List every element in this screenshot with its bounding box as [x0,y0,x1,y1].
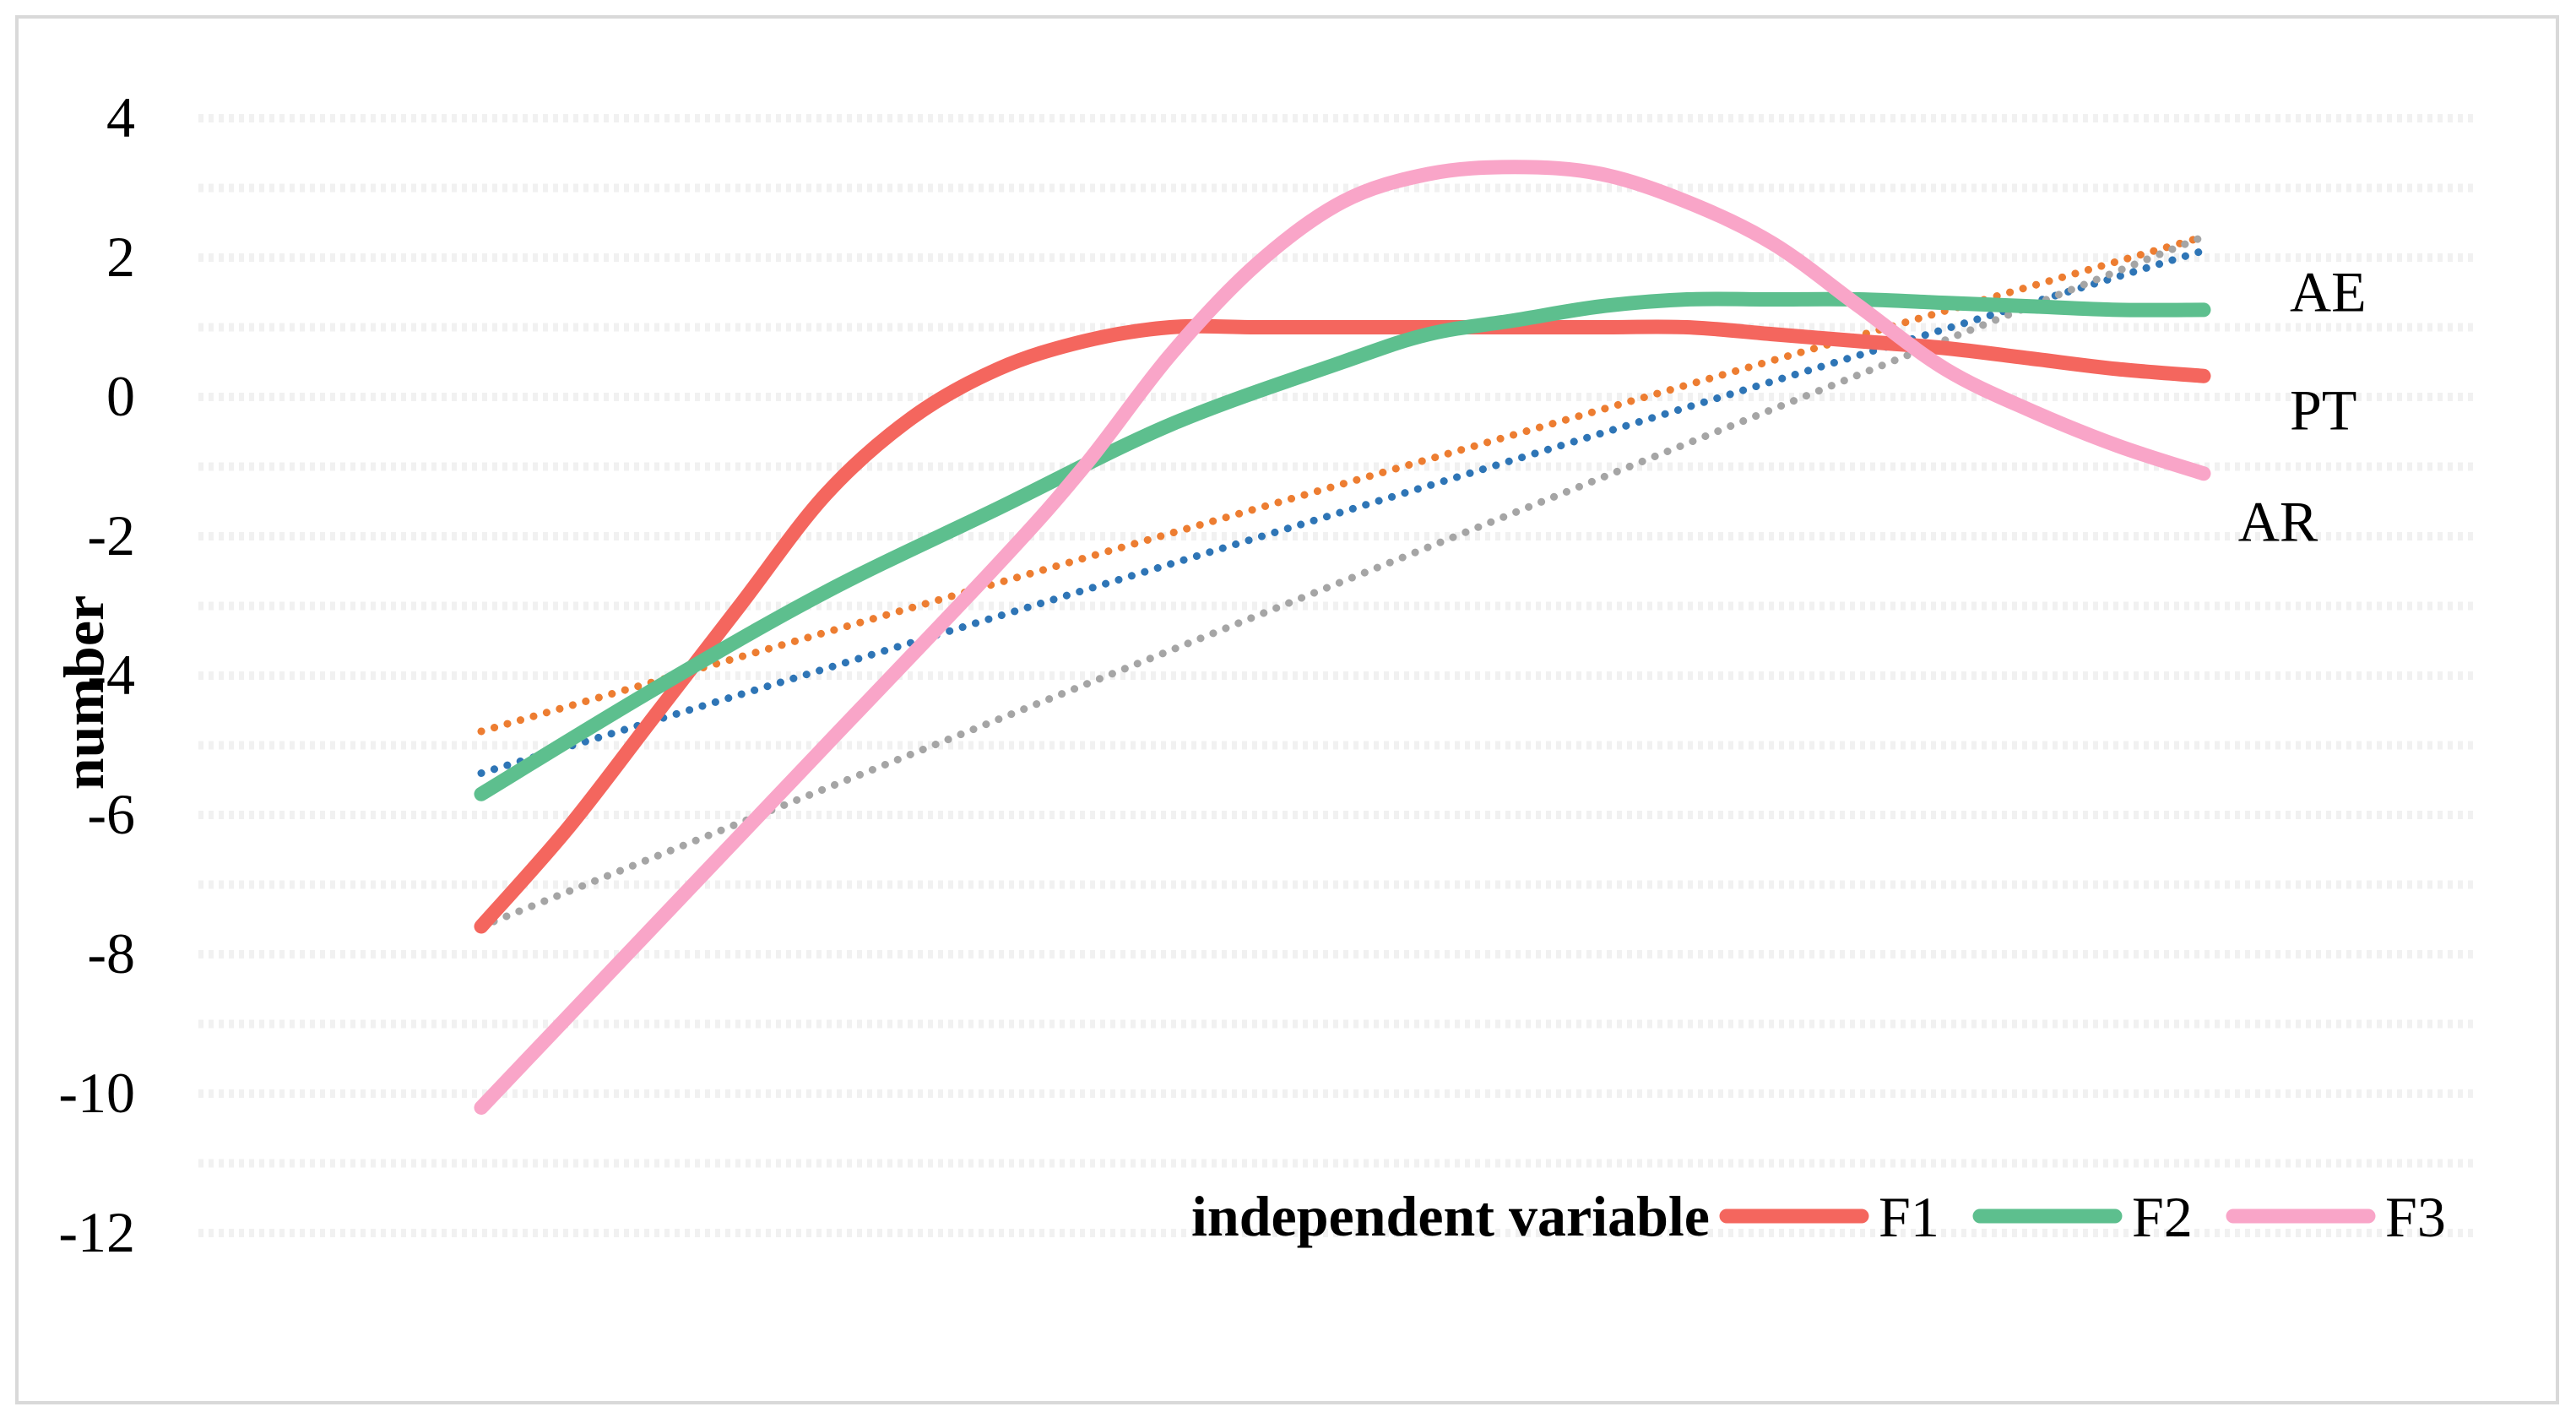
legend: independent variable F1 F2 F3 [1191,1184,2446,1249]
y-axis-ticks: 4 2 0 -2 -4 -6 -8 -10 -12 [58,85,135,1264]
series-line-f2 [474,291,2211,801]
y-tick-label: 0 [106,364,135,428]
legend-label-f2: F2 [2132,1185,2193,1249]
legend-label-f1: F1 [1879,1185,1939,1249]
y-tick-label: -10 [58,1061,135,1125]
y-axis-title: number [52,595,116,790]
trendline-series-5 [477,232,2208,931]
y-tick-label: 2 [106,225,135,289]
x-axis-title: independent variable [1191,1184,1710,1248]
y-tick-label: 4 [106,85,135,149]
end-label-pt: PT [2290,378,2356,443]
legend-label-f3: F3 [2385,1185,2446,1249]
series-lines [474,160,2211,1115]
end-labels: AE PT AR [2238,259,2367,553]
y-tick-label: -12 [58,1200,135,1264]
trendline-series-4 [477,247,2208,777]
y-tick-label: -2 [87,503,135,568]
grid-bands [198,114,2478,1237]
trendline-series-3 [477,232,2208,736]
end-label-ar: AR [2238,490,2318,554]
y-tick-label: -8 [87,921,135,986]
series-line-f3 [474,160,2211,1115]
y-tick-label: -4 [87,643,135,707]
y-tick-label: -6 [87,782,135,846]
end-label-ae: AE [2290,259,2367,323]
